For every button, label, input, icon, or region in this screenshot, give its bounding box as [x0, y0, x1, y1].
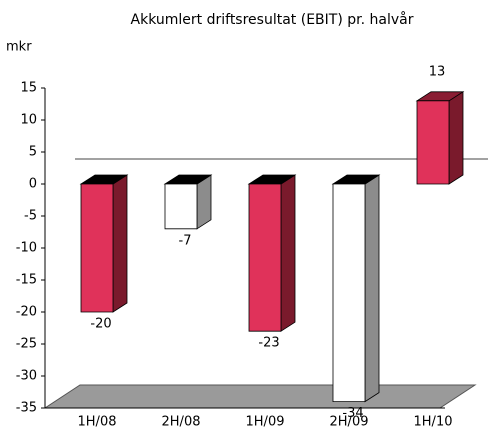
y-axis-label: mkr	[6, 40, 32, 55]
bar-side	[112, 174, 128, 313]
floor	[43, 384, 477, 409]
bar-front	[80, 183, 114, 313]
y-tick-label: -35	[16, 401, 37, 416]
bar-front	[332, 183, 366, 403]
bar-front	[416, 100, 450, 185]
y-tick-label: -30	[16, 369, 37, 384]
bar	[247, 174, 297, 332]
value-label: 13	[429, 64, 446, 79]
bar-side	[364, 174, 380, 403]
chart-title: Akkumlert driftsresultat (EBIT) pr. halv…	[131, 11, 414, 28]
y-tick-label: -20	[16, 305, 37, 320]
y-tick-label: 0	[29, 177, 37, 192]
bar	[163, 174, 213, 230]
bar-front	[248, 183, 282, 332]
x-tick-label: 2H/08	[162, 415, 201, 430]
bar	[415, 91, 465, 185]
value-label: -7	[179, 233, 192, 248]
value-label: -23	[258, 336, 279, 351]
y-tick-label: 5	[29, 145, 37, 160]
bar-front	[164, 183, 198, 230]
bar-side	[280, 174, 296, 332]
bar	[79, 174, 129, 313]
x-tick-label: 1H/09	[246, 415, 285, 430]
y-tick-label: 15	[20, 81, 37, 96]
bar	[331, 174, 381, 403]
y-tick-label: -5	[24, 209, 37, 224]
x-tick-label: 1H/08	[78, 415, 117, 430]
y-tick-label: -15	[16, 273, 37, 288]
x-tick-label: 1H/10	[414, 415, 453, 430]
value-label: -34	[342, 406, 363, 421]
bar-side	[448, 91, 464, 185]
x-tick-label: 2H/09	[330, 415, 369, 430]
y-tick-label: 10	[20, 113, 37, 128]
value-label: -20	[90, 317, 111, 332]
y-tick-label: -25	[16, 337, 37, 352]
y-tick-label: -10	[16, 241, 37, 256]
